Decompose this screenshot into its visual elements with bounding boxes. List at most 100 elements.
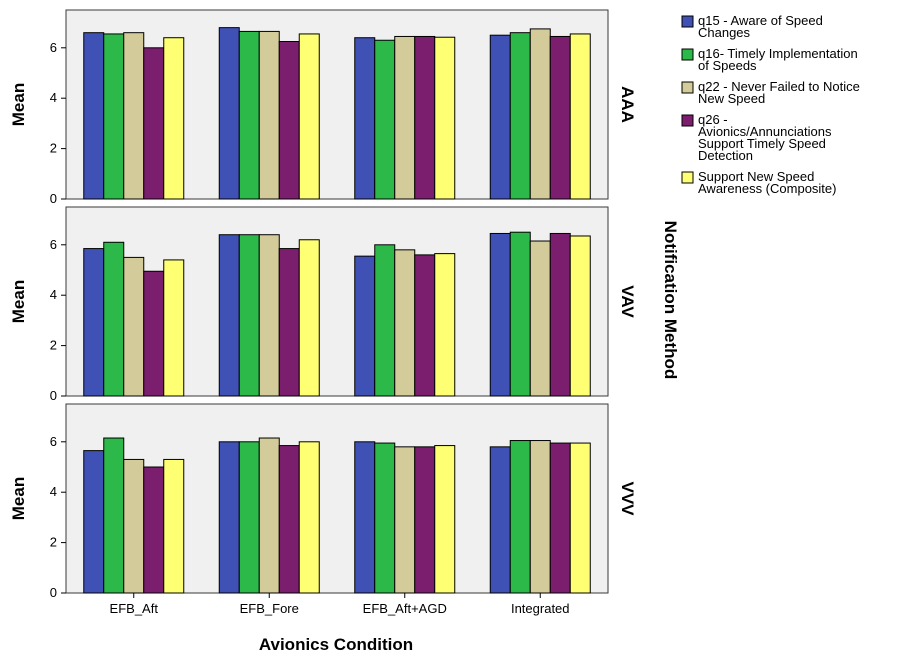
y-tick-label: 6 [50, 434, 57, 449]
bar-aaa-2-3 [414, 35, 436, 200]
panel-aaa: 0 2 4 6 Mean AAA [9, 9, 637, 206]
y-tick-label: 4 [50, 287, 57, 302]
panels: 0 2 4 6 Mean AAA 0 2 4 6 Mean VAV 0 2 4 6 Mean VVV EFB_Aft… [9, 9, 637, 616]
legend-label: Support New Speed Awareness (Composite) [698, 169, 836, 196]
bar-vvv-2-3 [414, 446, 436, 594]
bar-vav-3-0 [489, 232, 511, 397]
bar-vvv-3-3 [549, 442, 571, 594]
bar-vvv-1-0 [218, 441, 240, 594]
bar-vvv-3-4 [569, 442, 591, 594]
bar-aaa-0-2 [123, 32, 145, 200]
y-axis-title: Mean [9, 477, 28, 520]
x-tick-label: EFB_Fore [240, 601, 299, 616]
bar-vvv-1-2 [258, 437, 280, 594]
bar-vvv-0-0 [83, 450, 105, 594]
bar-aaa-1-3 [278, 41, 300, 200]
bar-vvv-0-4 [163, 458, 185, 594]
x-axis-title: Avionics Condition [259, 635, 413, 654]
bar-aaa-1-0 [218, 27, 240, 200]
legend-label: q16- Timely Implementation of Speeds [698, 46, 858, 73]
bar-vav-2-3 [414, 254, 436, 397]
bar-vav-0-0 [83, 248, 105, 397]
y-tick-label: 4 [50, 90, 57, 105]
bar-vav-2-0 [354, 255, 376, 397]
y-tick-label: 4 [50, 484, 57, 499]
bar-aaa-3-2 [529, 28, 551, 200]
y-tick-label: 6 [50, 40, 57, 55]
legend-swatch [681, 81, 694, 94]
bar-vvv-3-1 [509, 440, 531, 594]
bar-aaa-2-1 [374, 39, 396, 200]
x-tick-label: EFB_Aft+AGD [363, 601, 447, 616]
bar-aaa-2-0 [354, 37, 376, 200]
panel-label: VAV [618, 285, 637, 318]
bar-vav-1-3 [278, 248, 300, 397]
bar-vvv-1-3 [278, 445, 300, 594]
bar-vav-1-1 [238, 234, 260, 397]
bar-vvv-2-1 [374, 442, 396, 594]
bar-vav-0-1 [103, 241, 125, 397]
bar-vav-3-1 [509, 231, 531, 397]
bar-vav-1-4 [298, 239, 320, 397]
bar-vav-0-3 [143, 270, 165, 397]
legend-label: q26 -Avionics/Annunciations Support Timel… [698, 112, 832, 163]
bar-vvv-0-2 [123, 458, 145, 594]
y-tick-label: 6 [50, 237, 57, 252]
y-tick-label: 2 [50, 141, 57, 156]
bar-vav-3-4 [569, 235, 591, 397]
bar-aaa-2-4 [434, 36, 456, 200]
bar-aaa-3-3 [549, 35, 571, 200]
bar-vvv-0-3 [143, 466, 165, 594]
bar-vvv-3-2 [529, 440, 551, 594]
bar-vvv-1-1 [238, 441, 260, 594]
y-axis-title: Mean [9, 280, 28, 323]
x-tick-label: Integrated [511, 601, 570, 616]
bar-vvv-2-2 [394, 446, 416, 594]
bar-vvv-3-0 [489, 446, 511, 594]
panel-label: VVV [618, 481, 637, 516]
y-tick-label: 0 [50, 585, 57, 600]
y-axis-title: Mean [9, 83, 28, 126]
bar-aaa-3-1 [509, 32, 531, 200]
bar-vav-2-4 [434, 253, 456, 397]
bar-aaa-1-4 [298, 33, 320, 200]
bar-aaa-2-2 [394, 35, 416, 200]
bar-aaa-3-4 [569, 33, 591, 200]
bar-vvv-0-1 [103, 437, 125, 594]
legend-swatch [681, 114, 694, 127]
bar-vav-1-0 [218, 234, 240, 397]
bar-vav-2-1 [374, 244, 396, 397]
bar-vav-1-2 [258, 234, 280, 397]
bar-aaa-0-1 [103, 33, 125, 200]
legend: q15 - Aware of Speed Changes q16- Timely I… [681, 13, 860, 196]
bar-aaa-3-0 [489, 34, 511, 200]
bar-vav-0-4 [163, 259, 185, 397]
bar-aaa-1-2 [258, 30, 280, 200]
bar-aaa-0-4 [163, 37, 185, 200]
bar-aaa-0-3 [143, 47, 165, 200]
legend-swatch [681, 171, 694, 184]
y-tick-label: 2 [50, 535, 57, 550]
panel-vav: 0 2 4 6 Mean VAV [9, 206, 637, 403]
bar-aaa-0-0 [83, 32, 105, 200]
bar-vav-3-3 [549, 232, 571, 397]
bar-vav-0-2 [123, 256, 145, 397]
bar-vav-2-2 [394, 249, 416, 397]
y-tick-label: 2 [50, 338, 57, 353]
legend-swatch [681, 15, 694, 28]
bar-vvv-1-4 [298, 441, 320, 594]
bar-vvv-2-0 [354, 441, 376, 594]
panel-vvv: 0 2 4 6 Mean VVV [9, 403, 637, 600]
y-tick-label: 0 [50, 388, 57, 403]
bar-vvv-2-4 [434, 445, 456, 594]
facet-axis-title: Notification Method [661, 221, 680, 380]
legend-label: q15 - Aware of Speed Changes [698, 13, 823, 40]
bar-aaa-1-1 [238, 30, 260, 200]
legend-label: q22 - Never Failed to Notice New Speed [698, 79, 860, 106]
legend-swatch [681, 48, 694, 61]
x-tick-label: EFB_Aft [110, 601, 159, 616]
bar-vav-3-2 [529, 240, 551, 397]
y-tick-label: 0 [50, 191, 57, 206]
panel-label: AAA [618, 86, 637, 123]
